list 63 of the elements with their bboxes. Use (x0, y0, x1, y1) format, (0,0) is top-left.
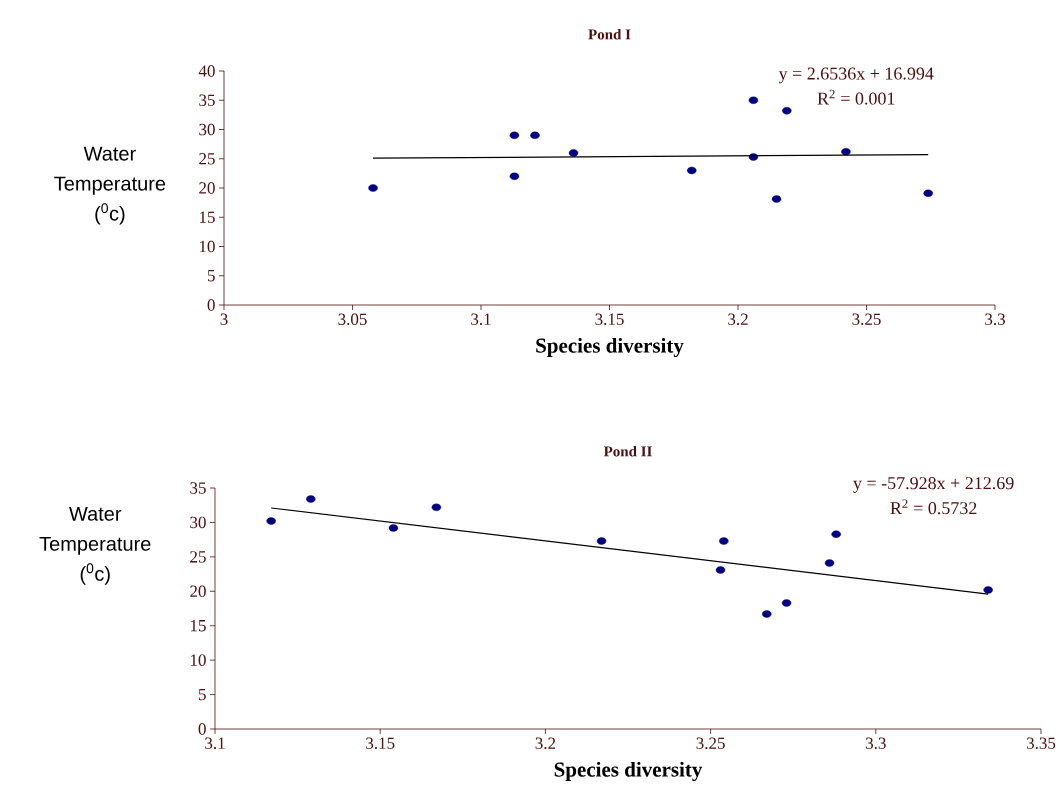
y-tick-label: 30 (190, 516, 206, 529)
x-tick-label: 3.1 (471, 313, 491, 326)
y-tick-label: 20 (199, 182, 215, 194)
point (824, 559, 835, 567)
x-tick-label: 3.15 (366, 737, 395, 750)
x-axis-title: Species diversity (554, 761, 703, 782)
y-tick-label: 25 (190, 551, 206, 563)
point (983, 586, 993, 594)
x-tick-label: 3.25 (696, 737, 725, 750)
point (748, 96, 759, 104)
chart-title: Pond II (603, 445, 652, 457)
x-tick-label: 3.3 (985, 313, 1005, 326)
y-tick-label: 5 (198, 688, 206, 701)
annotation: y = 2.6536x + 16.994 (778, 67, 934, 84)
point (388, 524, 399, 532)
y-tick-label: 35 (190, 482, 206, 494)
x-tick-label: 3.05 (338, 313, 367, 326)
y-tick-label: 35 (199, 94, 215, 106)
point (719, 537, 729, 545)
x-tick-label: 3.3 (866, 737, 886, 750)
y-tick-label: 0 (198, 723, 206, 735)
point (781, 599, 792, 607)
y-tick-label: 0 (207, 299, 215, 311)
point (266, 517, 276, 525)
x-tick-label: 3.1 (205, 737, 225, 750)
y-axis-title: Water Temperature ($^{0}$c) (54, 146, 166, 225)
point (509, 131, 520, 140)
point (306, 495, 316, 503)
point (568, 149, 579, 157)
y-tick-label: 15 (190, 620, 206, 632)
x-axis-title: Species diversity (536, 337, 684, 358)
x-tick-label: 3.25 (852, 313, 881, 326)
y-tick-label: 40 (198, 65, 215, 77)
point (715, 566, 726, 574)
annotation: R$^{2}$ = 0.001 (817, 89, 895, 105)
x-tick-label: 3.2 (728, 313, 748, 326)
point (368, 184, 378, 192)
x-tick-label: 3.35 (1026, 737, 1056, 750)
point (687, 166, 697, 175)
point (782, 107, 792, 115)
y-tick-label: 15 (199, 211, 215, 223)
point (762, 610, 772, 618)
y-tick-label: 5 (207, 270, 215, 282)
point (509, 172, 520, 180)
point (923, 189, 933, 197)
y-tick-label: 10 (190, 654, 206, 666)
y-tick-label: 25 (199, 153, 215, 165)
annotation: R$^{2}$ = 0.5732 (890, 499, 977, 515)
chart-title: Pond I (588, 28, 631, 40)
y-tick-label: 30 (199, 123, 215, 136)
point (841, 148, 851, 156)
x-tick-label: 3.15 (595, 313, 624, 326)
point (530, 131, 540, 140)
point (771, 195, 782, 203)
x-tick-label: 3 (220, 313, 228, 325)
point (431, 503, 442, 511)
point (831, 530, 841, 538)
x-tick-label: 3.2 (535, 737, 556, 750)
y-tick-label: 10 (199, 240, 215, 253)
annotation: y = -57.928x + 212.69 (853, 477, 1014, 493)
y-tick-label: 20 (190, 585, 206, 598)
y-axis-title: Water Temperature ($^{0}$c) (39, 506, 151, 585)
point (596, 537, 607, 545)
